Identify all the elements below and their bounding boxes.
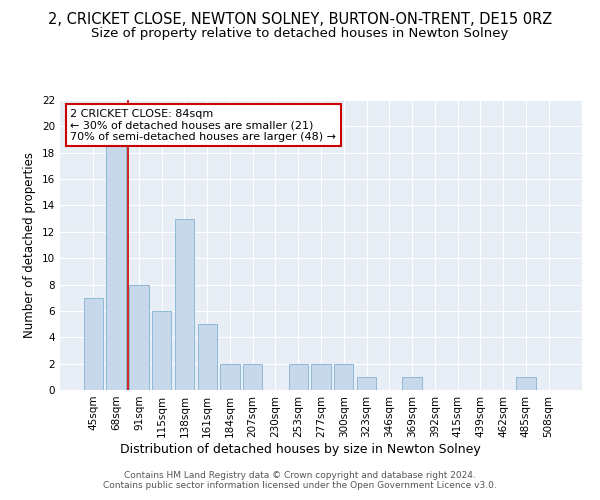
Bar xyxy=(357,377,376,390)
Bar xyxy=(334,364,353,390)
Bar xyxy=(152,311,172,390)
Text: 2, CRICKET CLOSE, NEWTON SOLNEY, BURTON-ON-TRENT, DE15 0RZ: 2, CRICKET CLOSE, NEWTON SOLNEY, BURTON-… xyxy=(48,12,552,28)
Bar xyxy=(106,140,126,390)
Bar xyxy=(220,364,239,390)
Bar xyxy=(175,218,194,390)
Text: Contains HM Land Registry data © Crown copyright and database right 2024.
Contai: Contains HM Land Registry data © Crown c… xyxy=(103,470,497,490)
Bar xyxy=(311,364,331,390)
Bar xyxy=(84,298,103,390)
Y-axis label: Number of detached properties: Number of detached properties xyxy=(23,152,37,338)
Bar xyxy=(516,377,536,390)
Text: 2 CRICKET CLOSE: 84sqm
← 30% of detached houses are smaller (21)
70% of semi-det: 2 CRICKET CLOSE: 84sqm ← 30% of detached… xyxy=(70,108,337,142)
Bar xyxy=(129,284,149,390)
Bar xyxy=(403,377,422,390)
Bar xyxy=(243,364,262,390)
Text: Distribution of detached houses by size in Newton Solney: Distribution of detached houses by size … xyxy=(119,442,481,456)
Bar xyxy=(289,364,308,390)
Bar xyxy=(197,324,217,390)
Text: Size of property relative to detached houses in Newton Solney: Size of property relative to detached ho… xyxy=(91,28,509,40)
